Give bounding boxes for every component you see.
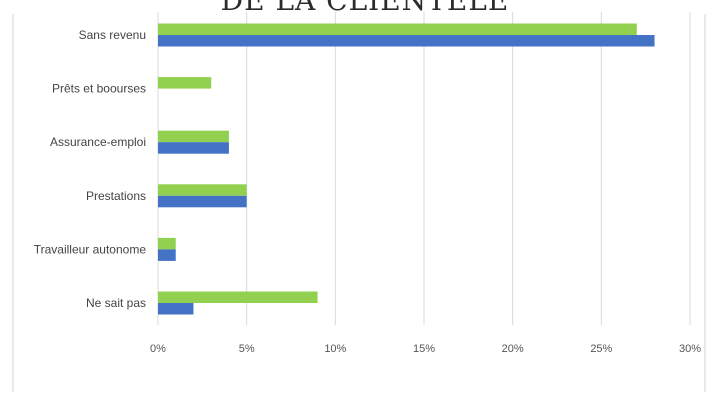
x-tick-label: 20% xyxy=(502,343,524,355)
category-label: Travailleur autonome xyxy=(34,242,147,256)
category-label: Assurance-emploi xyxy=(50,135,146,149)
x-tick-label: 15% xyxy=(413,343,435,355)
category-label: Prestations xyxy=(86,189,146,203)
category-label: Ne sait pas xyxy=(86,296,146,310)
bar-series-1 xyxy=(158,77,212,89)
bar-series-1 xyxy=(158,184,247,196)
bar-series-1 xyxy=(158,130,229,143)
x-tick-label: 30% xyxy=(679,343,701,355)
x-tick-label: 5% xyxy=(239,343,255,355)
category-labels: Sans revenu Prêts et boourses Assurance-em… xyxy=(34,28,147,310)
bar-series-1 xyxy=(158,23,637,35)
x-tick-label: 25% xyxy=(590,343,612,355)
x-tick-label: 0% xyxy=(150,343,166,355)
gridlines xyxy=(157,12,691,325)
bar-series-1 xyxy=(158,237,176,250)
bar-series-2 xyxy=(158,303,194,315)
bar-series-2 xyxy=(158,35,655,47)
bars xyxy=(158,23,655,315)
bar-series-2 xyxy=(158,142,229,154)
bar-series-1 xyxy=(158,291,318,303)
x-axis-tick-labels: 0% 5% 10% 15% 20% 25% 30% xyxy=(150,343,701,355)
bar-series-2 xyxy=(158,249,176,261)
x-tick-label: 10% xyxy=(324,343,346,355)
chart-title: DE LA CLIENTÈLE xyxy=(221,0,510,17)
bar-series-2 xyxy=(158,195,247,208)
category-label: Sans revenu xyxy=(79,28,146,42)
category-label: Prêts et boourses xyxy=(52,82,146,96)
